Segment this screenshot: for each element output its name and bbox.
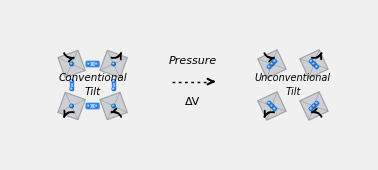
Circle shape	[270, 62, 274, 66]
Polygon shape	[309, 59, 319, 69]
Circle shape	[112, 62, 115, 66]
Text: Pressure: Pressure	[169, 56, 217, 66]
Circle shape	[112, 80, 115, 83]
Circle shape	[313, 63, 314, 64]
Circle shape	[315, 102, 318, 105]
Circle shape	[273, 107, 276, 110]
Circle shape	[268, 102, 271, 105]
Circle shape	[268, 102, 269, 103]
Polygon shape	[309, 101, 319, 111]
Polygon shape	[58, 92, 85, 120]
Circle shape	[95, 63, 98, 65]
Circle shape	[70, 62, 73, 66]
Circle shape	[96, 105, 97, 106]
Circle shape	[312, 104, 316, 108]
FancyBboxPatch shape	[86, 61, 99, 67]
Circle shape	[87, 63, 90, 65]
Polygon shape	[58, 50, 85, 78]
Circle shape	[268, 66, 269, 67]
Circle shape	[310, 60, 313, 63]
Circle shape	[316, 66, 317, 67]
Polygon shape	[300, 50, 328, 78]
Text: Conventional
Tilt: Conventional Tilt	[58, 73, 127, 97]
Polygon shape	[300, 92, 328, 120]
Circle shape	[70, 104, 73, 108]
Circle shape	[273, 60, 276, 63]
Polygon shape	[100, 92, 127, 120]
Polygon shape	[100, 50, 127, 78]
Circle shape	[310, 60, 311, 61]
Circle shape	[113, 88, 114, 89]
Circle shape	[268, 65, 271, 68]
Text: Unconventional
Tilt: Unconventional Tilt	[255, 73, 331, 97]
Circle shape	[71, 63, 72, 64]
Polygon shape	[112, 80, 115, 90]
Circle shape	[71, 105, 72, 106]
Polygon shape	[267, 101, 277, 111]
Polygon shape	[267, 59, 277, 69]
Circle shape	[70, 87, 73, 90]
Polygon shape	[258, 50, 286, 78]
Circle shape	[274, 108, 275, 109]
Circle shape	[95, 105, 98, 107]
Circle shape	[310, 108, 311, 109]
Circle shape	[316, 102, 317, 103]
Circle shape	[312, 62, 316, 66]
Circle shape	[113, 105, 114, 106]
Circle shape	[113, 63, 114, 64]
FancyBboxPatch shape	[86, 103, 99, 109]
Circle shape	[313, 105, 314, 106]
Circle shape	[274, 60, 275, 61]
Circle shape	[112, 87, 115, 90]
Circle shape	[70, 80, 73, 83]
Circle shape	[96, 63, 97, 64]
Polygon shape	[258, 92, 286, 120]
Circle shape	[112, 104, 115, 108]
Circle shape	[113, 80, 114, 81]
Circle shape	[71, 80, 72, 81]
Circle shape	[88, 63, 89, 64]
Circle shape	[270, 104, 274, 108]
Circle shape	[88, 105, 89, 106]
Circle shape	[315, 65, 318, 68]
Circle shape	[87, 105, 90, 107]
Text: ΔV: ΔV	[185, 97, 200, 107]
Polygon shape	[70, 80, 73, 90]
Circle shape	[310, 107, 313, 110]
Circle shape	[71, 88, 72, 89]
Circle shape	[271, 105, 272, 106]
Circle shape	[271, 63, 272, 64]
